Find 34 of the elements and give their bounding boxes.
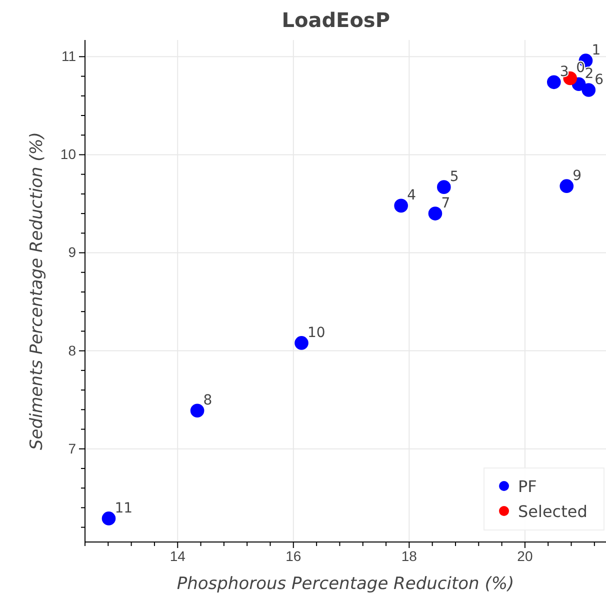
point (437, 180, 451, 194)
legend-label: PF (518, 477, 537, 496)
x-tick-label: 20 (517, 548, 533, 564)
y-tick-label: 10 (60, 146, 76, 162)
x-axis-title: Phosphorous Percentage Reduciton (%) (176, 574, 514, 594)
annotation: 1 (592, 42, 601, 59)
chart-title: LoadEosP (282, 8, 390, 32)
point (428, 206, 442, 220)
annotation: 4 (407, 188, 416, 204)
annotation: 9 (572, 168, 582, 184)
point (546, 75, 561, 90)
legend-label: Selected (518, 502, 588, 521)
y-tick-label: 9 (68, 244, 76, 260)
annotation: 0 (576, 60, 586, 76)
annotation: 2 (584, 66, 594, 82)
point (190, 404, 204, 418)
x-tick-label: 18 (401, 548, 418, 564)
x-tick-label: 16 (286, 548, 302, 564)
y-tick-label: 11 (61, 48, 76, 64)
annotation: 8 (203, 392, 212, 409)
y-tick-label: 7 (68, 440, 76, 456)
annotation: 6 (594, 72, 604, 88)
point (102, 512, 116, 526)
annotation: 11 (114, 500, 133, 516)
x-tick-label: 14 (170, 548, 186, 564)
point (394, 198, 408, 213)
point (560, 179, 574, 193)
y-axis-title: Sediments Percentage Reduction (%) (27, 132, 47, 450)
point (582, 83, 596, 97)
annotation: 5 (450, 169, 459, 186)
y-tick-label: 8 (68, 342, 76, 358)
point (294, 336, 308, 350)
annotation: 10 (308, 324, 326, 341)
annotation: 7 (441, 196, 450, 212)
